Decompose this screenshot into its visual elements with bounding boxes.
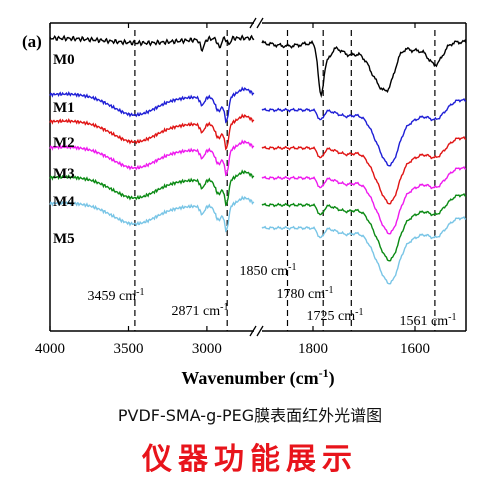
series-label-m5: M5 (53, 231, 75, 247)
ftir-chart: 3459 cm-1 2871 cm-1 1850 cm-1 1780 cm-1 1725… (22, 17, 467, 389)
series-m5-left (49, 195, 255, 233)
series-m1-right (261, 97, 467, 167)
figure-caption: PVDF-SMA-g-PEG膜表面红外光谱图 (117, 406, 383, 425)
banner-title: 仪器功能展示 (142, 442, 358, 477)
series-m0-left (49, 34, 255, 53)
reference-label-1725: 1725 cm-1 (307, 307, 364, 325)
reference-label-2871: 2871 cm-1 (172, 302, 229, 320)
series-m3-left (49, 139, 255, 177)
series-m2-right (261, 135, 467, 205)
series-label-m0: M0 (53, 52, 75, 68)
reference-label-3459: 3459 cm-1 (88, 287, 145, 305)
x-tick-label: 1600 (400, 341, 430, 357)
series-m3-right (261, 165, 467, 235)
series-m5-right (261, 215, 467, 285)
x-tick-label: 3500 (114, 341, 144, 357)
series-m4-right (261, 192, 467, 262)
panel-label: (a) (22, 32, 42, 51)
series-label-m4: M4 (53, 194, 75, 210)
x-tick-label: 4000 (35, 341, 65, 357)
series-m4-left (49, 169, 255, 207)
axis-break-bottom (249, 325, 264, 337)
series-m2-left (49, 113, 255, 151)
series-label-m3: M3 (53, 166, 75, 182)
reference-label-1780: 1780 cm-1 (277, 285, 334, 303)
reference-label-1850: 1850 cm-1 (240, 262, 297, 280)
x-axis-title: Wavenumber (cm-1) (181, 366, 334, 389)
x-tick-label: 1800 (298, 341, 328, 357)
series-m0-right (261, 39, 467, 99)
series-label-m1: M1 (53, 100, 75, 116)
axis-break-top (249, 17, 264, 29)
reference-label-1561: 1561 cm-1 (400, 312, 457, 330)
x-tick-label: 3000 (192, 341, 222, 357)
series-m1-left (49, 86, 255, 124)
series-label-m2: M2 (53, 135, 75, 151)
